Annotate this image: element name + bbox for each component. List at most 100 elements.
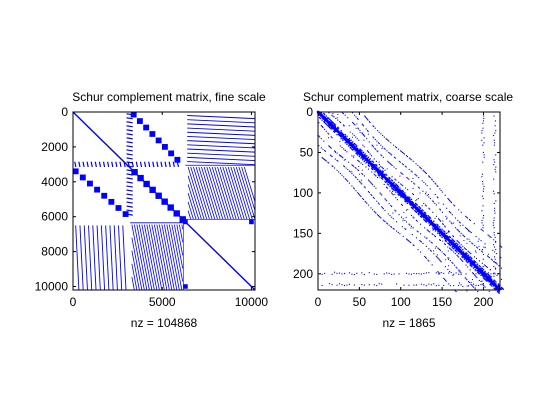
band-entry (453, 248, 455, 250)
off-diagonal-entry (458, 241, 460, 243)
band-entry (449, 236, 452, 239)
column-entry (482, 161, 484, 163)
band-entry (341, 132, 343, 134)
off-diagonal-entry (396, 230, 398, 232)
off-diagonal-entry (469, 252, 471, 254)
band-entry (365, 162, 367, 164)
scattered-entry (351, 136, 353, 138)
off-diagonal-entry (434, 202, 436, 204)
band-entry (390, 181, 392, 184)
band-entry (393, 183, 395, 185)
band-entry (392, 185, 394, 188)
hatch-stripe (153, 224, 168, 291)
band-entry (486, 280, 488, 282)
band-entry (467, 259, 470, 261)
coupling-dash (126, 121, 133, 124)
band-entry (450, 239, 452, 242)
band-entry (500, 288, 502, 290)
scattered-entry (356, 123, 358, 125)
band-entry (412, 201, 414, 204)
band-entry (328, 121, 331, 123)
band-entry (471, 257, 473, 260)
band-entry (337, 128, 339, 130)
off-diagonal-entry (418, 187, 420, 189)
hatch-stripe (171, 224, 184, 282)
band-entry (438, 229, 441, 231)
off-diagonal-entry (392, 218, 394, 220)
off-diagonal-entry (455, 291, 457, 293)
hatch-stripe (187, 201, 194, 220)
off-diagonal-entry (428, 176, 430, 178)
off-diagonal-entry (397, 148, 400, 150)
row-entry (495, 284, 497, 286)
scattered-entry (419, 192, 421, 194)
band-entry (381, 176, 383, 178)
column-entry (481, 176, 483, 178)
off-diagonal-entry (347, 169, 349, 171)
band-entry (366, 160, 369, 163)
off-diagonal-entry (484, 286, 486, 288)
band-entry (424, 214, 426, 217)
coupling-dash (126, 129, 133, 132)
off-diagonal-entry (452, 262, 454, 264)
off-diagonal-entry (410, 214, 413, 216)
off-diagonal-entry (444, 254, 446, 256)
off-diagonal-entry (320, 138, 322, 140)
band-entry (402, 195, 404, 197)
band-entry (390, 184, 393, 187)
off-diagonal-entry (398, 181, 400, 183)
band-entry (348, 144, 351, 146)
off-diagonal-entry (417, 186, 419, 188)
row-entry (373, 273, 375, 275)
band-entry (437, 231, 439, 233)
band-entry (393, 187, 395, 189)
band-entry (376, 170, 378, 172)
band-entry (360, 149, 362, 151)
band-entry (467, 258, 469, 260)
band-entry (347, 145, 350, 147)
row-entry (363, 273, 365, 276)
off-diagonal-entry (328, 145, 330, 147)
scattered-entry (363, 139, 365, 141)
off-diagonal-entry (386, 223, 389, 225)
column-entry (481, 210, 483, 212)
band-entry (390, 182, 393, 184)
band-entry (356, 151, 358, 154)
band-entry (396, 191, 399, 193)
band-entry (452, 244, 454, 247)
band-entry (498, 290, 500, 292)
off-diagonal-entry (458, 282, 461, 284)
off-diagonal-entry (439, 188, 441, 190)
band-entry (473, 262, 476, 264)
off-diagonal-entry (478, 238, 480, 240)
band-entry (380, 173, 382, 175)
band-entry (424, 218, 427, 220)
band-entry (362, 158, 365, 160)
coupling-dash (126, 213, 133, 216)
band-entry (375, 163, 377, 166)
band-entry (363, 155, 365, 158)
band-entry (479, 269, 481, 271)
band-entry (419, 210, 421, 212)
row-entry (415, 273, 417, 275)
band-entry (473, 260, 476, 262)
band-entry (466, 256, 468, 258)
band-entry (418, 211, 420, 213)
off-diagonal-entry (337, 160, 339, 162)
off-diagonal-entry (454, 253, 456, 255)
row-entry (487, 272, 489, 274)
off-diagonal-entry (449, 260, 451, 262)
off-diagonal-entry (394, 178, 396, 180)
off-diagonal-entry (353, 123, 355, 125)
band-entry (347, 138, 349, 141)
off-diagonal-entry (400, 172, 402, 174)
column-entry (495, 241, 497, 243)
off-diagonal-entry (419, 166, 421, 168)
column-entry (482, 275, 484, 277)
band-entry (475, 267, 477, 269)
off-diagonal-entry (332, 115, 334, 117)
column-entry (493, 159, 495, 161)
column-entry (482, 253, 485, 255)
row-entry (465, 273, 467, 275)
band-entry (419, 209, 421, 211)
